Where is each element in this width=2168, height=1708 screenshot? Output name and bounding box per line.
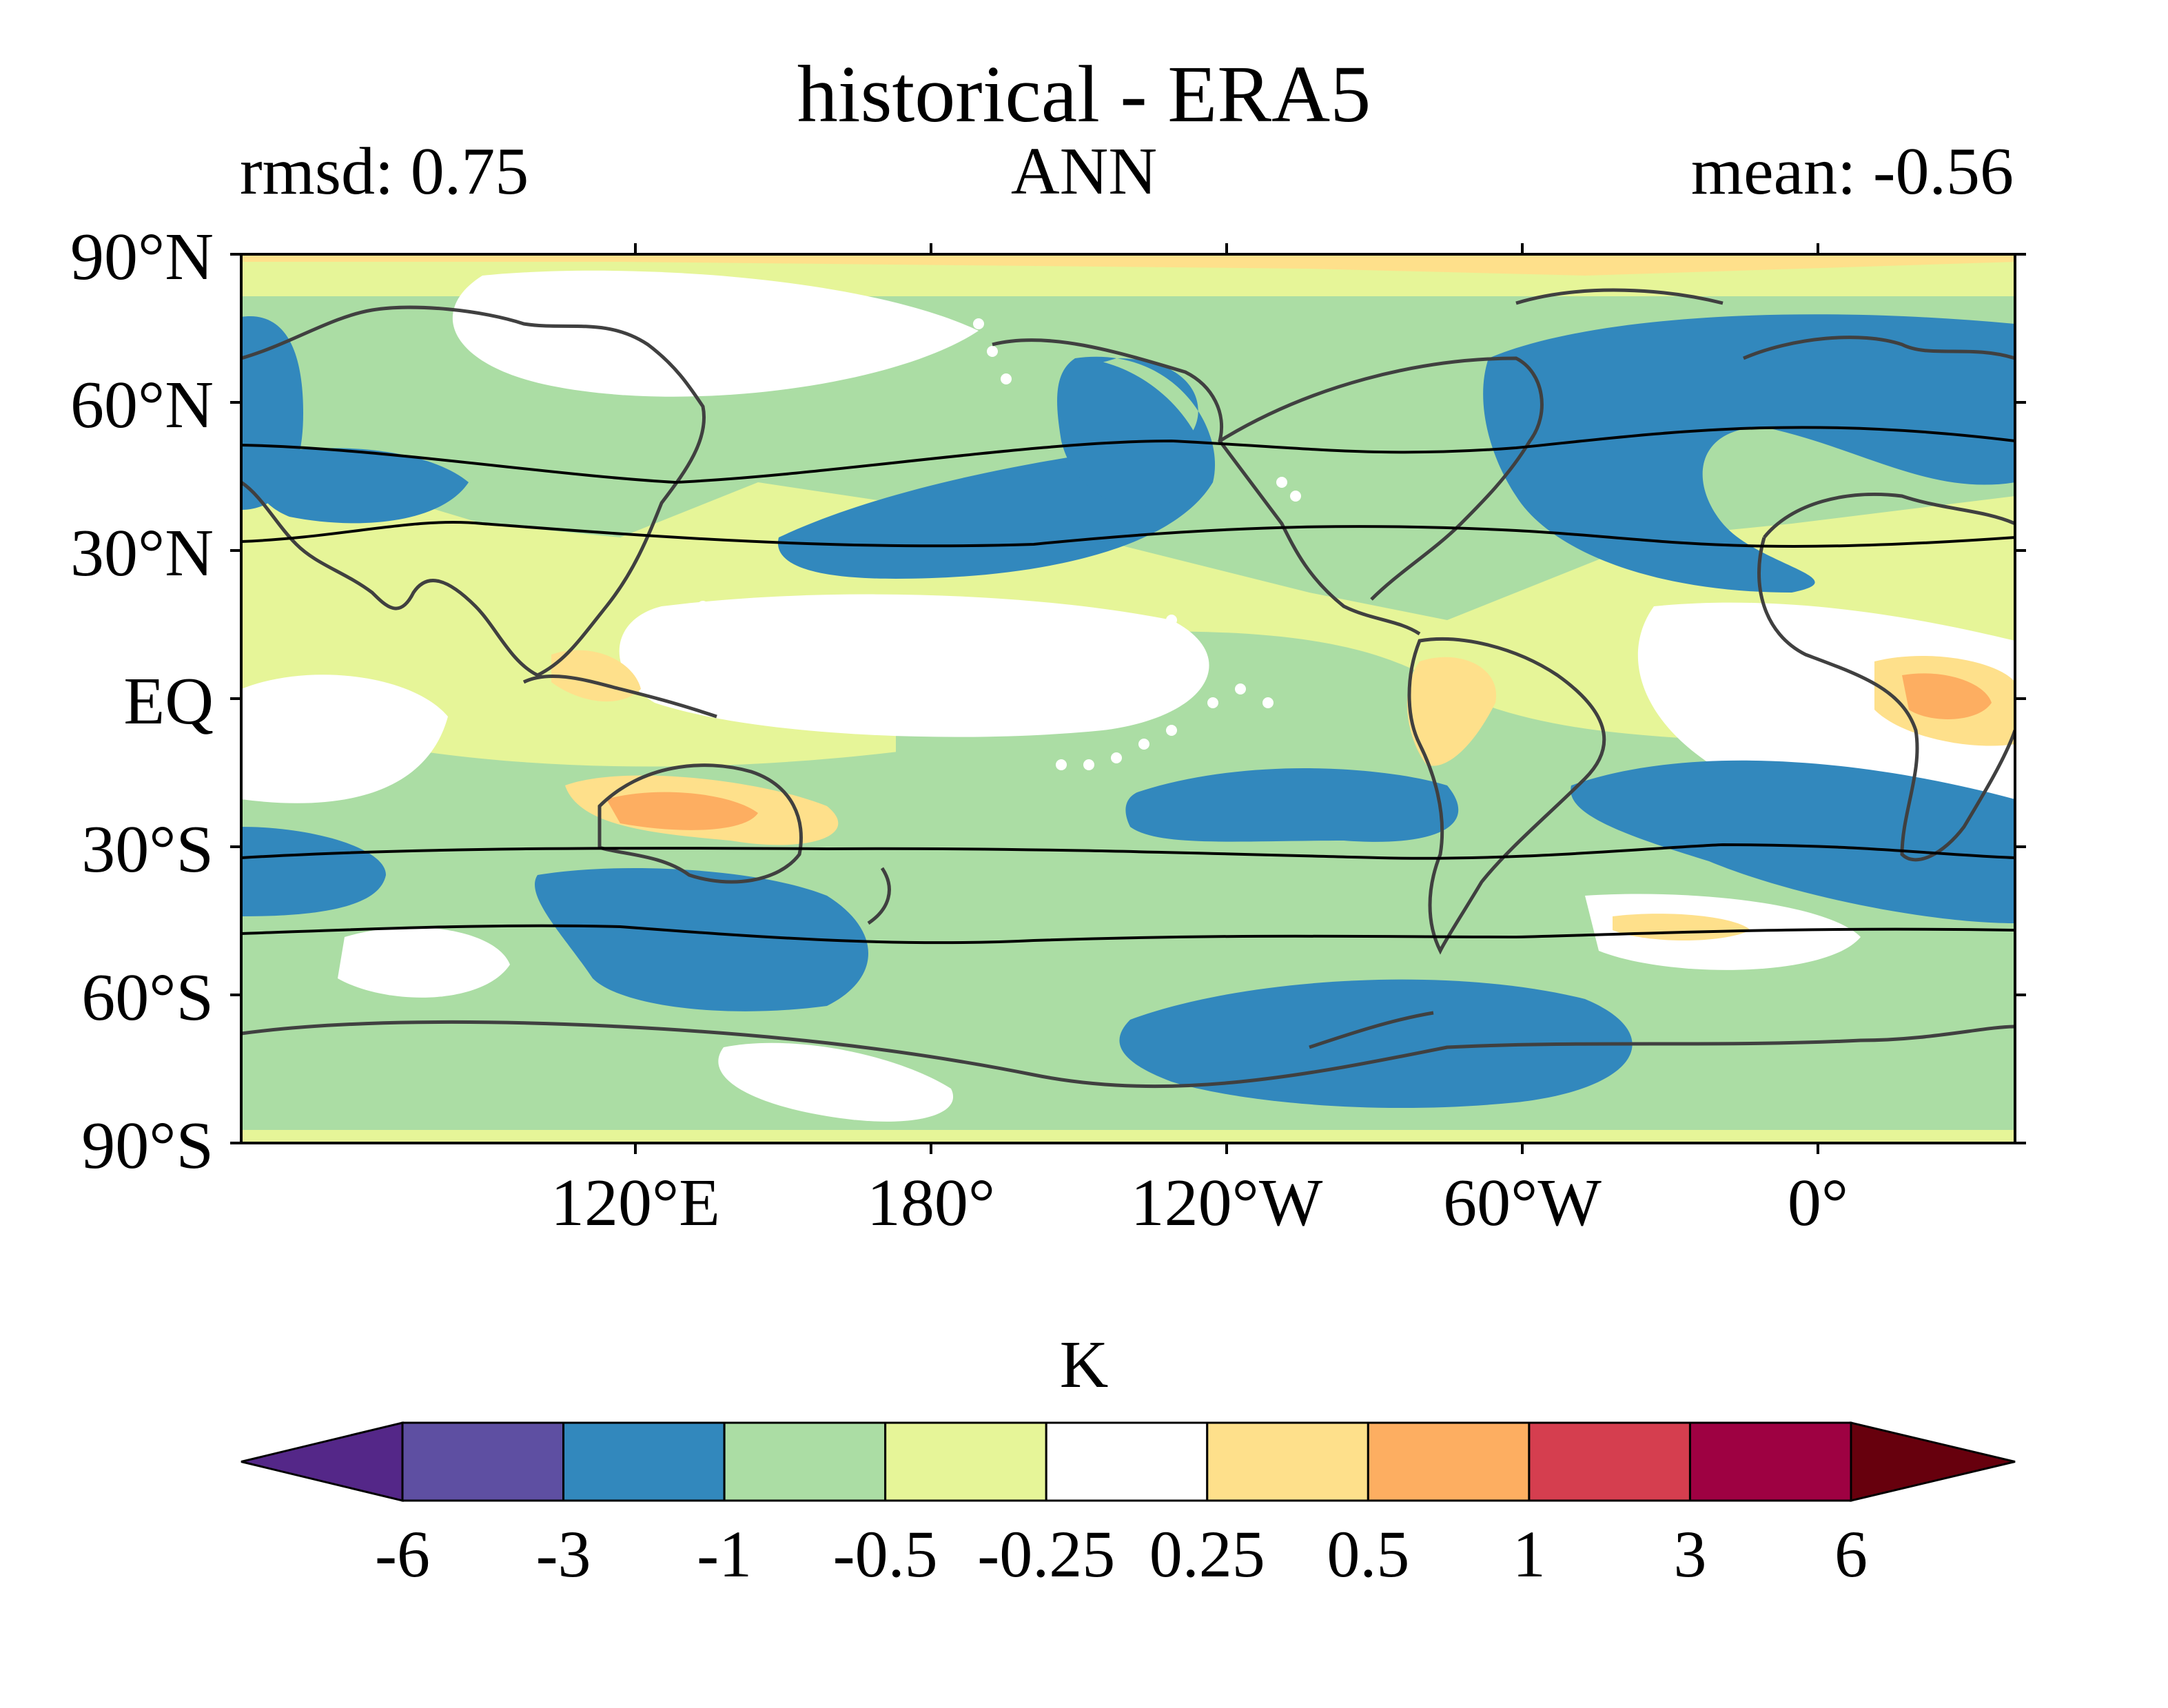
colorbar-tick-label: -3 xyxy=(535,1517,591,1591)
colorbar-segment xyxy=(1528,1421,1691,1502)
colorbar-segment xyxy=(1045,1421,1209,1502)
field-warm-africa-core xyxy=(1902,673,1992,719)
plot-title: historical - ERA5 xyxy=(797,49,1371,139)
colorbar-tick-label: -0.5 xyxy=(832,1517,938,1591)
field-blue-south-atlantic xyxy=(1571,760,2015,923)
field-blue-antarctic-pacific xyxy=(1119,979,1633,1109)
colorbar-over-arrow xyxy=(1850,1421,2016,1502)
field-blue-gulf-alaska xyxy=(1057,358,1199,507)
colorbar-segment xyxy=(884,1421,1047,1502)
field-blue-sp-subtropics xyxy=(1125,768,1459,842)
colorbar-tick-label: -6 xyxy=(375,1517,430,1591)
colorbar-tick-label: -0.25 xyxy=(977,1517,1116,1591)
lon-label-0: 0° xyxy=(1787,1166,1849,1240)
field-blue-so-pacific-west xyxy=(535,868,868,1011)
colorbar-tick-label: 6 xyxy=(1834,1517,1868,1591)
field-blue-north-pacific xyxy=(777,356,1216,579)
lon-label-120w: 120°W xyxy=(1130,1166,1323,1240)
field-blue-so-indian xyxy=(241,827,386,916)
field-white-pacific xyxy=(619,594,1209,737)
field-white-so-west xyxy=(338,927,510,998)
lat-label-60s: 60°S xyxy=(81,960,214,1035)
stippling xyxy=(697,318,1301,770)
colorbar-segment xyxy=(1367,1421,1531,1502)
jet-lines xyxy=(241,426,2015,945)
colorbar-segment xyxy=(1688,1421,1852,1502)
field-warm-amazon xyxy=(1407,657,1497,766)
lon-label-180: 180° xyxy=(866,1166,996,1240)
season-label: ANN xyxy=(1010,134,1158,209)
lat-label-30s: 30°S xyxy=(81,812,214,887)
field-blue-north-atlantic xyxy=(1483,314,2015,593)
colorbar-tick-label: 0.5 xyxy=(1327,1517,1410,1591)
axis-ticks xyxy=(230,243,2026,1154)
coastlines xyxy=(241,288,2015,1089)
lat-label-30n: 30°N xyxy=(70,516,214,590)
lat-label-90n: 90°N xyxy=(70,220,214,294)
colorbar-segment xyxy=(723,1421,887,1502)
colorbar-under-arrow xyxy=(241,1421,404,1502)
colorbar-segment xyxy=(562,1421,726,1502)
colorbar-tick-label: 3 xyxy=(1673,1517,1707,1591)
colorbar-tick-label: 1 xyxy=(1512,1517,1546,1591)
field-warm-pole xyxy=(241,254,2015,276)
field-white-indian xyxy=(241,675,448,803)
lon-label-60w: 60°W xyxy=(1443,1166,1602,1240)
colorbar-unit-label: K xyxy=(1059,1328,1109,1402)
colorbar-segment xyxy=(401,1421,565,1502)
field-warm-australia-core xyxy=(606,792,758,830)
rmsd-label: rmsd: 0.75 xyxy=(240,134,529,209)
field-blue-asia xyxy=(255,448,469,524)
colorbar-tick-label: 0.25 xyxy=(1149,1517,1265,1591)
mean-label: mean: -0.56 xyxy=(1690,134,2014,209)
lat-label-90s: 90°S xyxy=(81,1109,214,1183)
lat-label-eq: EQ xyxy=(123,664,214,739)
field-white-antarctic xyxy=(718,1042,954,1122)
lon-label-120e: 120°E xyxy=(550,1166,721,1240)
colorbar xyxy=(241,1421,2016,1502)
colorbar-tick-label: -1 xyxy=(697,1517,753,1591)
field-white-northasia xyxy=(452,270,979,397)
colorbar-segment xyxy=(1206,1421,1369,1502)
lat-label-60n: 60°N xyxy=(70,368,214,442)
map-field xyxy=(241,254,2015,1143)
